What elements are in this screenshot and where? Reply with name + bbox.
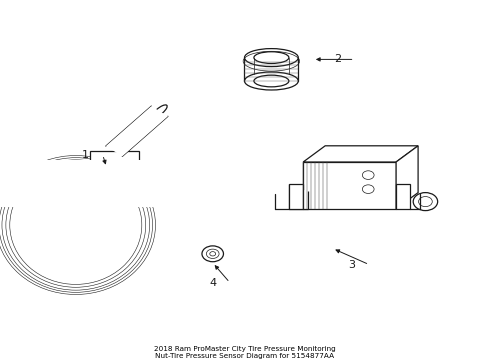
Ellipse shape	[244, 49, 298, 67]
Polygon shape	[105, 106, 167, 156]
Text: 2: 2	[333, 54, 340, 64]
Polygon shape	[395, 146, 417, 209]
Polygon shape	[49, 162, 154, 203]
Polygon shape	[395, 184, 409, 209]
Polygon shape	[89, 151, 138, 162]
Text: Nut-Tire Pressure Sensor Diagram for 5154877AA: Nut-Tire Pressure Sensor Diagram for 515…	[155, 353, 333, 359]
Ellipse shape	[152, 105, 167, 117]
Ellipse shape	[244, 72, 298, 90]
Polygon shape	[154, 180, 166, 196]
Ellipse shape	[253, 75, 288, 87]
Polygon shape	[303, 146, 417, 162]
Polygon shape	[303, 162, 395, 209]
Text: 4: 4	[209, 278, 216, 288]
Polygon shape	[289, 184, 303, 209]
Ellipse shape	[253, 52, 288, 63]
Text: 3: 3	[348, 260, 355, 270]
Circle shape	[412, 193, 437, 211]
Text: 1: 1	[82, 150, 89, 160]
Polygon shape	[37, 180, 49, 196]
Text: 2018 Ram ProMaster City Tire Pressure Monitoring: 2018 Ram ProMaster City Tire Pressure Mo…	[153, 346, 335, 352]
Polygon shape	[288, 184, 307, 209]
Bar	[0, 160, 176, 207]
